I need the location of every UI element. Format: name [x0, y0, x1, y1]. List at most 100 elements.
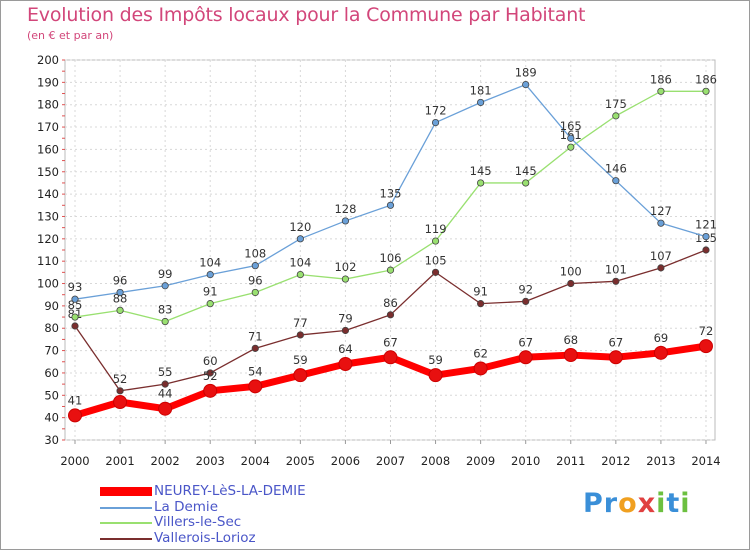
data-point — [477, 98, 485, 107]
data-label: 85 — [68, 298, 83, 312]
data-point — [608, 350, 623, 365]
data-label: 93 — [68, 280, 83, 294]
logo-letter: i — [680, 488, 691, 519]
data-label: 41 — [68, 393, 83, 407]
data-label: 127 — [650, 204, 672, 218]
x-tick-label: 2011 — [556, 454, 585, 468]
data-point — [567, 279, 575, 288]
data-point — [431, 118, 440, 127]
x-tick-label: 2014 — [691, 454, 720, 468]
data-label: 59 — [428, 353, 443, 367]
data-point — [296, 235, 304, 243]
data-point — [698, 339, 713, 354]
data-label: 83 — [158, 303, 173, 317]
data-point — [612, 112, 620, 120]
data-label: 91 — [203, 285, 218, 299]
data-point — [248, 379, 263, 394]
data-label: 102 — [334, 260, 356, 274]
data-label: 96 — [113, 273, 128, 287]
x-tick-label: 2013 — [646, 454, 675, 468]
data-point — [567, 143, 575, 151]
data-label: 189 — [515, 66, 537, 80]
data-point — [251, 262, 259, 270]
data-label: 44 — [158, 387, 173, 401]
data-point — [341, 275, 350, 283]
data-label: 107 — [650, 249, 672, 263]
data-point — [161, 317, 169, 326]
y-tick-label: 140 — [37, 187, 59, 201]
legend-label: Villers-le-Sec — [154, 514, 242, 530]
data-point — [522, 179, 530, 187]
data-point — [161, 282, 169, 290]
y-tick-label: 90 — [44, 299, 59, 313]
data-point — [612, 277, 620, 285]
data-point — [657, 87, 665, 95]
y-tick-label: 200 — [37, 53, 59, 67]
data-label: 101 — [605, 262, 627, 276]
data-label: 108 — [244, 247, 266, 261]
data-point — [206, 270, 214, 279]
data-point — [341, 217, 350, 225]
x-tick-label: 2007 — [376, 454, 405, 468]
y-tick-label: 100 — [37, 277, 59, 291]
data-label: 119 — [425, 222, 447, 236]
data-label: 135 — [380, 186, 402, 200]
data-point — [296, 331, 304, 339]
y-tick-label: 190 — [37, 75, 59, 89]
logo-letter: r — [603, 488, 619, 519]
data-point — [296, 270, 304, 279]
x-tick-label: 2008 — [421, 454, 450, 468]
data-label: 55 — [158, 365, 173, 379]
data-point — [116, 387, 124, 395]
x-tick-label: 2006 — [331, 454, 360, 468]
legend-label: La Demie — [154, 498, 218, 515]
x-tick-label: 2003 — [196, 454, 225, 468]
data-point — [71, 313, 79, 321]
logo-letter: o — [618, 488, 638, 519]
data-label: 105 — [425, 253, 447, 267]
logo-letter: i — [656, 488, 667, 519]
logo-letter: P — [583, 488, 604, 519]
data-point — [518, 350, 533, 365]
data-point — [702, 87, 710, 95]
data-label: 72 — [699, 324, 714, 338]
x-tick-label: 2009 — [466, 454, 495, 468]
data-label: 64 — [338, 342, 353, 356]
data-point — [71, 322, 79, 330]
proxiti-logo: Proxiti — [583, 488, 691, 519]
data-label: 99 — [158, 267, 173, 281]
x-tick-label: 2001 — [105, 454, 134, 468]
x-tick-label: 2002 — [150, 454, 179, 468]
data-label: 54 — [248, 364, 263, 378]
x-tick-label: 2010 — [511, 454, 540, 468]
legend-swatch — [100, 537, 152, 540]
data-point — [251, 344, 259, 352]
data-point — [657, 219, 665, 227]
data-label: 86 — [383, 296, 398, 310]
data-point — [653, 345, 668, 360]
y-tick-label: 130 — [37, 209, 59, 223]
y-tick-label: 70 — [44, 344, 59, 358]
data-point — [251, 288, 259, 297]
data-label: 104 — [199, 256, 221, 270]
legend-label: NEUREY-LèS-LA-DEMIE — [154, 483, 306, 499]
data-point — [341, 326, 350, 335]
data-point — [293, 368, 308, 383]
data-point — [567, 134, 575, 142]
data-label: 52 — [203, 369, 218, 383]
data-label: 60 — [203, 354, 218, 368]
y-tick-label: 80 — [44, 321, 59, 335]
y-tick-label: 60 — [44, 366, 59, 380]
legend-label: Vallerois-Lorioz — [154, 529, 256, 546]
y-tick-label: 150 — [37, 165, 59, 179]
x-tick-label: 2000 — [60, 454, 89, 468]
data-point — [563, 348, 578, 363]
data-point — [203, 383, 218, 398]
data-point — [68, 408, 82, 423]
data-label: 120 — [289, 220, 311, 234]
data-point — [428, 368, 443, 383]
data-label: 175 — [605, 97, 627, 111]
data-label: 92 — [518, 282, 533, 296]
x-tick-label: 2012 — [601, 454, 630, 468]
